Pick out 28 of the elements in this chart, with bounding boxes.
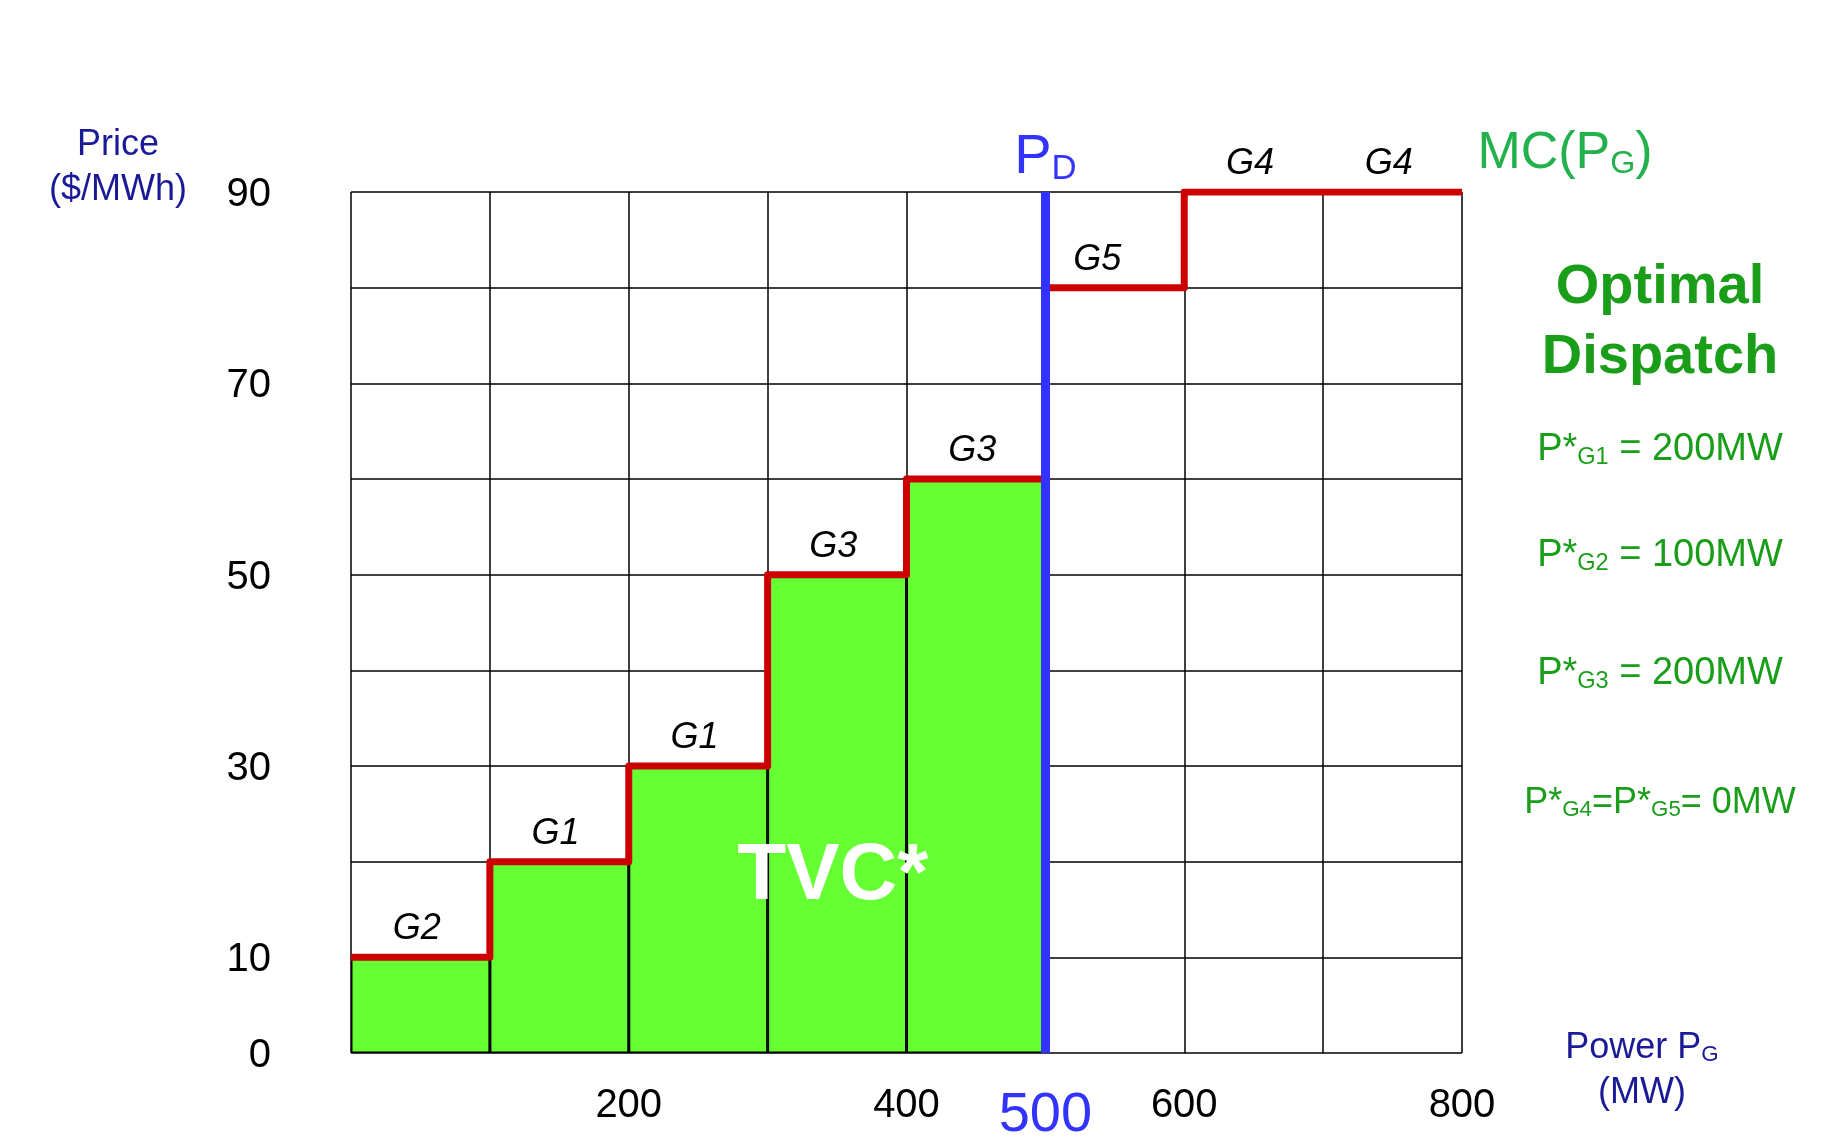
y-tick-label: 70 bbox=[226, 361, 271, 406]
x-tick-label: 800 bbox=[1428, 1081, 1496, 1125]
annotation: G1 bbox=[531, 810, 580, 852]
text: Optimal Dispatch bbox=[1541, 251, 1779, 385]
ref-line-label: PD bbox=[1014, 122, 1077, 186]
annotation: G5 bbox=[1073, 236, 1123, 278]
annotation: G3 bbox=[948, 428, 997, 469]
x-axis-title: Power PG (MW) bbox=[1565, 1025, 1719, 1111]
text: P*G3 = 200MW bbox=[1537, 650, 1784, 693]
y-tick-label: 30 bbox=[226, 744, 271, 788]
x-tick-label: 600 bbox=[1150, 1081, 1218, 1125]
x-tick-label: 200 bbox=[595, 1081, 663, 1125]
annotation: G4 bbox=[1364, 141, 1413, 182]
text: P*G1 = 200MW bbox=[1537, 426, 1784, 469]
annotation: G4 bbox=[1225, 141, 1274, 182]
annotation: G2 bbox=[392, 906, 441, 948]
text: P*G4=P*G5= 0MW bbox=[1524, 779, 1796, 821]
y-axis-title: Price ($/MWh) bbox=[49, 122, 187, 208]
annotation: G1 bbox=[670, 715, 719, 756]
y-tick-label: 0 bbox=[248, 1031, 271, 1075]
annotation: G3 bbox=[809, 523, 858, 565]
x-tick-label: 500 bbox=[998, 1079, 1093, 1139]
x-tick-label: 400 bbox=[873, 1081, 940, 1125]
y-tick-label: 10 bbox=[226, 935, 271, 980]
y-tick-label: 90 bbox=[226, 170, 271, 214]
y-tick-label: 50 bbox=[226, 552, 271, 597]
text: P*G2 = 100MW bbox=[1537, 532, 1784, 575]
series-label: MC(PG) bbox=[1477, 121, 1653, 180]
